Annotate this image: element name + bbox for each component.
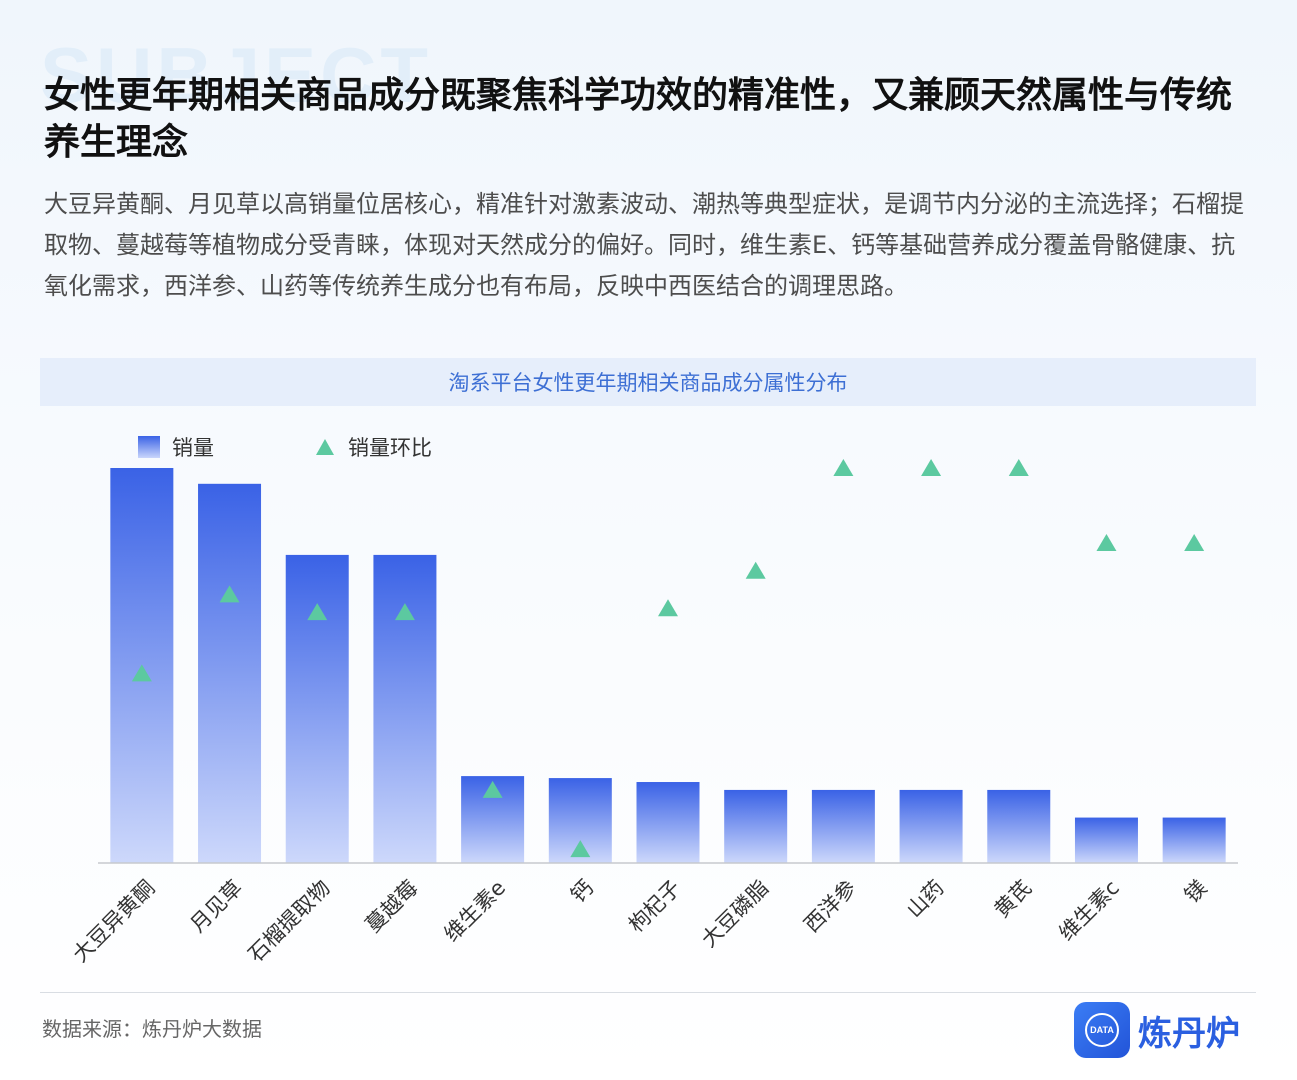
bar-12 — [1162, 817, 1226, 863]
x-tick-label-0: 大豆异黄酮 — [68, 876, 159, 967]
brand-name: 炼丹炉 — [1138, 1013, 1240, 1054]
bar-3 — [373, 554, 437, 863]
chart-canvas: 大豆异黄酮 月见草石榴提取物 蔓越莓 维生素e 钙枸杞子 大豆磷脂 西洋参 山药 黄芪 维生素c 镁 — [68, 459, 1238, 967]
chart-legend: 销量 销量环比 — [0, 432, 1297, 462]
x-tick-label-9: 山药 — [902, 876, 949, 923]
x-tick-label-4: 维生素e — [439, 876, 510, 947]
triangle-marker-icon — [316, 439, 334, 455]
legend-label-sales: 销量 — [172, 436, 214, 460]
data-source: 数据来源：炼丹炉大数据 — [42, 1017, 262, 1041]
marker-1 — [219, 585, 240, 603]
marker-3 — [394, 603, 415, 621]
brand-logo: DATA 炼丹炉 — [1074, 1002, 1240, 1058]
bar-10 — [987, 789, 1051, 863]
marker-8 — [833, 459, 854, 476]
x-tick-label-5: 钙 — [566, 876, 598, 908]
marker-2 — [307, 603, 328, 621]
bar-2 — [285, 554, 349, 863]
x-tick-label-11: 维生素c — [1054, 876, 1124, 946]
marker-6 — [658, 599, 678, 617]
bar-8 — [811, 789, 875, 863]
x-tick-label-10: 黄芪 — [990, 876, 1037, 923]
bar-swatch-icon — [138, 436, 160, 458]
footer-divider — [40, 992, 1256, 993]
legend-label-mom: 销量环比 — [348, 436, 432, 460]
bar-7 — [724, 789, 788, 863]
marker-9 — [921, 459, 942, 476]
logo-mark-text: DATA — [1085, 1013, 1119, 1047]
marker-5 — [570, 840, 591, 858]
headline: 女性更年期相关商品成分既聚焦科学功效的精准性，又兼顾天然属性与传统养生理念 — [44, 75, 1233, 163]
x-tick-label-6: 枸杞子 — [624, 876, 686, 938]
marker-0 — [131, 664, 152, 682]
legend-item-mom: 销量环比 — [316, 432, 432, 462]
x-tick-label-1: 月见草 — [186, 876, 248, 938]
marker-11 — [1096, 534, 1117, 552]
background-watermark: SUBJECT — [40, 31, 433, 119]
bar-1 — [198, 483, 262, 863]
bar-6 — [636, 782, 700, 863]
marker-7 — [745, 561, 766, 579]
bar-11 — [1074, 817, 1138, 863]
legend-item-sales: 销量 — [138, 432, 214, 462]
chart-title-banner: 淘系平台女性更年期相关商品成分属性分布 — [40, 358, 1256, 406]
summary-paragraph: 大豆异黄酮、月见草以高销量位居核心，精准针对激素波动、潮热等典型症状，是调节内分… — [44, 190, 1244, 300]
marker-10 — [1008, 459, 1029, 476]
bar-9 — [899, 789, 963, 863]
x-tick-label-2: 石榴提取物 — [244, 876, 335, 967]
x-tick-label-12: 镁 — [1180, 876, 1212, 908]
marker-4 — [482, 780, 503, 798]
x-tick-label-7: 大豆磷脂 — [697, 876, 773, 952]
x-tick-label-8: 西洋参 — [799, 876, 861, 938]
x-tick-label-3: 蔓越莓 — [361, 876, 423, 938]
marker-12 — [1184, 534, 1205, 552]
chart-title: 淘系平台女性更年期相关商品成分属性分布 — [448, 371, 848, 395]
brand-logo-icon: DATA — [1074, 1002, 1130, 1058]
